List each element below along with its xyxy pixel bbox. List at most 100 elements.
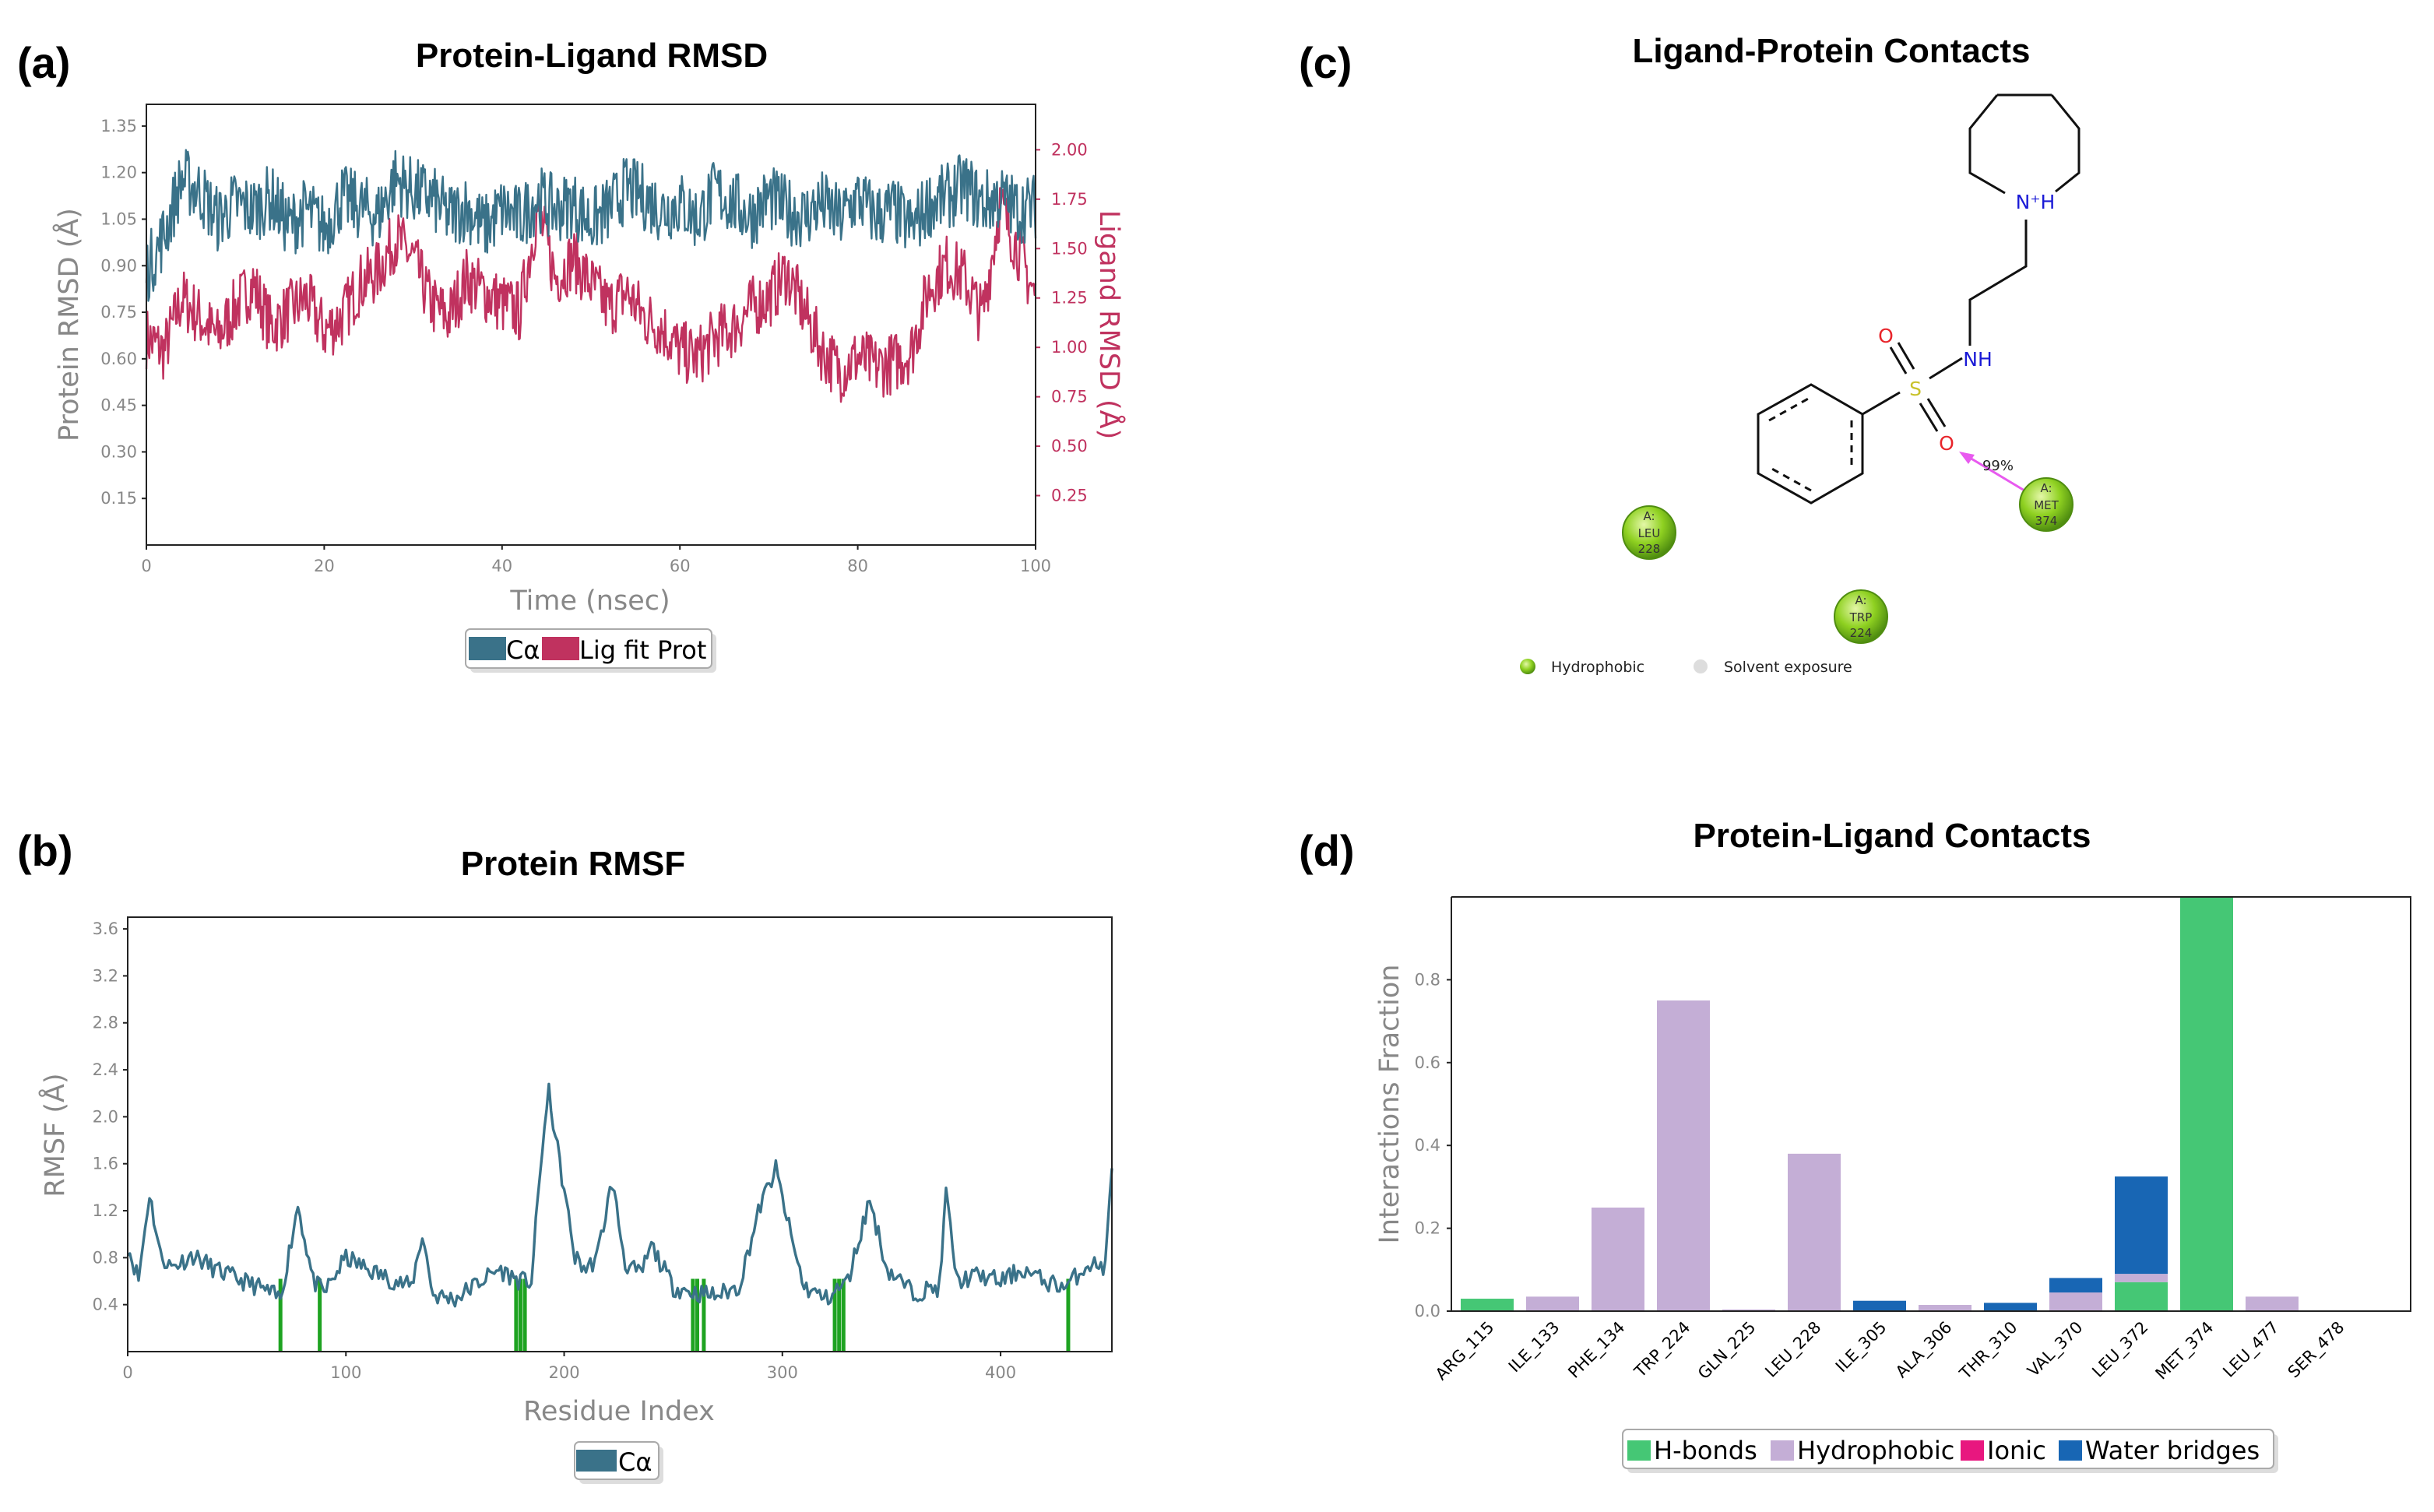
interaction-arrow [1961, 452, 2025, 492]
chart-a-y2tick: 1.00 [1051, 338, 1088, 357]
chart-b-ytick: 3.6 [93, 920, 118, 938]
ethyl-chain [1968, 220, 2028, 346]
atom-s: S [1909, 378, 1922, 400]
chart-d-category: VAL_370 [2024, 1318, 2087, 1381]
chart-a-left-ticks: 0.15 0.30 0.45 0.60 0.75 0.90 1.05 1.20 … [100, 117, 137, 508]
residue-chain: A: [1643, 509, 1655, 523]
chart-a-xtick: 60 [670, 557, 691, 575]
chart-b-y-ticks: 0.4 0.8 1.2 1.6 2.0 2.4 2.8 3.2 3.6 [93, 920, 118, 1314]
chart-a-ytick: 1.05 [100, 209, 137, 228]
chart-a-ytick: 0.15 [100, 489, 137, 508]
residue-name: LEU [1638, 526, 1661, 540]
chart-a-ytick: 1.20 [100, 164, 137, 182]
residue-number: 374 [2035, 514, 2058, 528]
panel-label-c: (c) [1299, 38, 1352, 87]
chart-a-ytick: 0.90 [100, 256, 137, 275]
legend-label-ca: Cα [618, 1447, 652, 1477]
residue-name: TRP [1849, 610, 1873, 624]
chart-d-category: GLN_225 [1694, 1318, 1760, 1384]
chart-b-xtick: 200 [548, 1363, 579, 1382]
chart-d-y-ticks: 0.0 0.2 0.4 0.6 0.8 [1415, 970, 1440, 1320]
arrow-head [1959, 452, 1975, 464]
chart-b-plot [123, 928, 1113, 1352]
chart-b-x-ticks: 0 100 200 300 400 [122, 1352, 1016, 1382]
atom-n-plus: N⁺H [2016, 191, 2056, 213]
legend-solvent-label: Solvent exposure [1724, 659, 1852, 676]
chart-a-xtick: 20 [314, 557, 335, 575]
chart-d-title: Protein-Ligand Contacts [1694, 817, 2091, 855]
benzene-ring [1757, 383, 1864, 505]
atom-nh: NH [1963, 348, 1993, 371]
residue-circle [1622, 505, 1676, 560]
residue-leu-228: A: LEU 228 [1622, 505, 1676, 560]
panel-b: (b) Protein RMSF 0.4 0.8 1.2 1.6 2.0 2.4… [17, 826, 1113, 1484]
legend-label-hbonds: H-bonds [1654, 1436, 1757, 1465]
legend-swatch-ca [469, 637, 506, 660]
chart-b-ytick: 2.4 [93, 1060, 118, 1079]
chart-d-category: SER_478 [2285, 1318, 2349, 1383]
panel-label-a: (a) [17, 38, 70, 87]
aromatic-bond [1768, 466, 1812, 492]
chart-b-ylabel: RMSF (Å) [37, 1073, 71, 1197]
chart-a-y2tick: 0.50 [1051, 437, 1088, 455]
chart-a-legend: Cα Lig fit Prot [465, 628, 716, 673]
chart-b-ytick: 2.8 [93, 1014, 118, 1032]
series-ca-rmsf-line [126, 1082, 1113, 1308]
diagram-title: Ligand-Protein Contacts [1633, 32, 2031, 70]
legend-label-water: Water bridges [2085, 1436, 2260, 1465]
chart-b-ytick: 1.6 [93, 1155, 118, 1173]
bar-water-bridges-val_370 [2049, 1278, 2102, 1293]
residue-circle [2019, 477, 2073, 532]
residue-chain: A: [1855, 593, 1866, 607]
chart-b-ytick: 0.4 [93, 1296, 118, 1314]
chart-a-ytick: 0.30 [100, 442, 137, 461]
chart-a-xtick: 80 [847, 557, 868, 575]
atom-o-top: O [1878, 325, 1894, 347]
legend-swatch-hbonds [1627, 1440, 1651, 1461]
panel-c: (c) Ligand-Protein Contacts [1299, 32, 2081, 676]
panel-d: (d) Protein-Ligand Contacts 0.0 0.2 0.4 … [1299, 817, 2411, 1473]
diagram-legend: Hydrophobic Solvent exposure [1520, 659, 1852, 676]
chart-b-ytick: 2.0 [93, 1107, 118, 1126]
legend-swatch-hydrophobic [1771, 1440, 1794, 1461]
chart-b-xtick: 400 [985, 1363, 1016, 1382]
bond-s-phenyl [1862, 391, 1901, 416]
bond [1968, 94, 2006, 195]
bar-hydrophobic-ile_133 [1526, 1296, 1579, 1311]
chart-a-ytick: 1.35 [100, 117, 137, 135]
chart-b-frame [127, 916, 1113, 1352]
bar-hydrophobic-leu_228 [1788, 1153, 1841, 1311]
chart-a-y2tick: 1.50 [1051, 239, 1088, 258]
chart-a-y2label: Ligand RMSD (Å) [1093, 210, 1127, 439]
chart-a-y2tick: 0.25 [1051, 487, 1088, 505]
bond-s-o-bottom [1919, 403, 1939, 432]
chart-a-xtick: 100 [1020, 557, 1051, 575]
residue-number: 224 [1850, 626, 1873, 640]
chart-a-y2tick: 1.75 [1051, 190, 1088, 209]
chart-a-xlabel: Time (nsec) [509, 585, 670, 617]
chart-a-ytick: 0.45 [100, 396, 137, 415]
legend-label-ca: Cα [506, 635, 540, 665]
chart-d-ytick: 0.0 [1415, 1302, 1440, 1320]
chart-d-category: ARG_115 [1432, 1318, 1498, 1384]
bar-hydrophobic-phe_134 [1592, 1208, 1644, 1311]
chart-d-ytick: 0.8 [1415, 970, 1440, 989]
chart-b-xtick: 0 [122, 1363, 132, 1382]
bond-nh-s [1929, 357, 1963, 380]
chart-d-category: ILE_305 [1832, 1318, 1891, 1377]
chart-b-xtick: 100 [330, 1363, 361, 1382]
interaction-percent: 99% [1982, 458, 2014, 474]
chart-d-category: ALA_306 [1892, 1318, 1956, 1382]
chart-b-ytick: 0.8 [93, 1248, 118, 1267]
bar-h-bonds-met_374 [2180, 897, 2233, 1311]
chart-d-legend: H-bonds Hydrophobic Ionic Water bridges [1622, 1429, 2278, 1473]
chart-d-category: LEU_477 [2219, 1318, 2283, 1382]
residue-circle [1834, 589, 1888, 644]
chart-a-x-ticks: 0 20 40 60 80 100 [141, 545, 1051, 575]
series-lig-fit-prot-line [145, 187, 1037, 403]
h-bond-interaction: 99% [1959, 452, 2025, 492]
bond-s-o-top [1889, 346, 1908, 374]
chart-d-ytick: 0.2 [1415, 1219, 1440, 1238]
chart-d-category: LEU_372 [2088, 1318, 2152, 1382]
